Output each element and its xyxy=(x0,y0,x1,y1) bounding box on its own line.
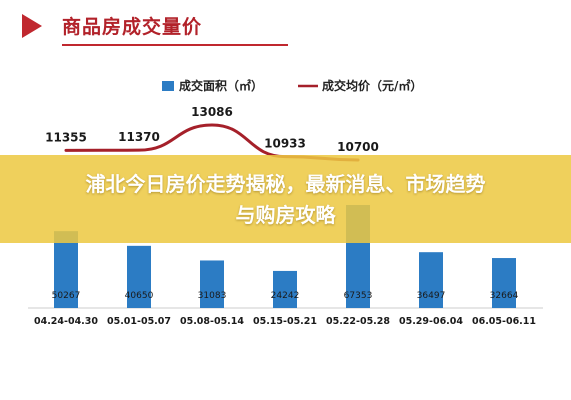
x-tick-label: 04.24-04.30 xyxy=(34,316,98,327)
headline-banner: 浦北今日房价走势揭秘，最新消息、市场趋势 与购房攻略 xyxy=(0,155,571,243)
headline-text: 浦北今日房价走势揭秘，最新消息、市场趋势 与购房攻略 xyxy=(0,169,571,231)
line-value-label: 11355 xyxy=(45,130,87,144)
legend-swatch-area xyxy=(162,81,174,91)
bar xyxy=(200,260,224,308)
bar xyxy=(492,258,516,308)
bar xyxy=(127,245,151,308)
legend-label-area: 成交面积（㎡） xyxy=(179,78,263,93)
x-tick-label: 05.22-05.28 xyxy=(326,316,390,327)
legend-label-price: 成交均价（元/㎡） xyxy=(322,78,422,93)
line-value-label: 10700 xyxy=(337,140,379,154)
bar-value-label: 50267 xyxy=(52,291,81,301)
bar-value-label: 32664 xyxy=(490,291,519,301)
line-value-label: 13086 xyxy=(191,105,233,119)
bar-value-label: 31083 xyxy=(198,291,227,301)
line-value-label: 11370 xyxy=(118,130,160,144)
x-tick-label: 06.05-06.11 xyxy=(472,316,536,327)
chart-title: 商品房成交量价 xyxy=(62,16,203,38)
headline-line-2: 与购房攻略 xyxy=(235,203,336,227)
triangle-marker-icon xyxy=(22,14,42,38)
title-underline xyxy=(62,44,288,46)
chart-header: 商品房成交量价 xyxy=(0,0,571,48)
bar-value-label: 24242 xyxy=(271,291,300,301)
bar-value-label: 36497 xyxy=(417,291,446,301)
bar-value-label: 67353 xyxy=(344,291,373,301)
bar-value-label: 40650 xyxy=(125,291,154,301)
headline-line-1: 浦北今日房价走势揭秘，最新消息、市场趋势 xyxy=(85,172,486,196)
bar xyxy=(419,252,443,308)
x-tick-label: 05.08-05.14 xyxy=(180,316,244,327)
x-tick-label: 05.15-05.21 xyxy=(253,316,317,327)
bar xyxy=(54,231,78,308)
line-value-label: 10933 xyxy=(264,137,306,151)
x-tick-label: 05.29-06.04 xyxy=(399,316,463,327)
bar xyxy=(273,270,297,308)
x-tick-label: 05.01-05.07 xyxy=(107,316,171,327)
